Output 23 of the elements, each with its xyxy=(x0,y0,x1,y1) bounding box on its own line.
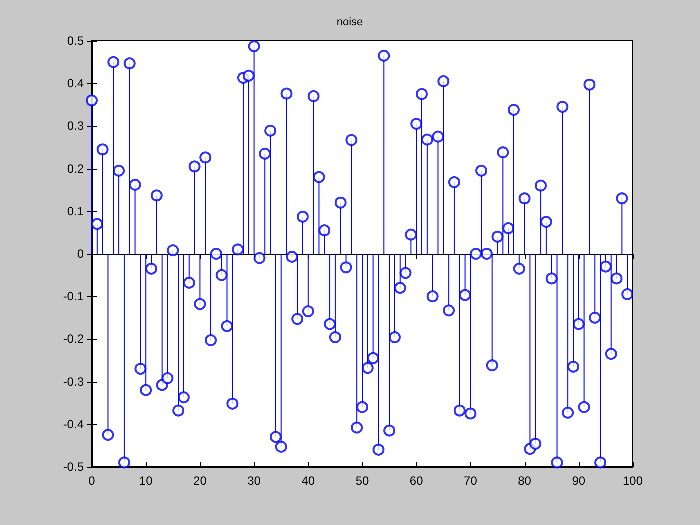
x-tick-label: 70 xyxy=(464,474,478,488)
y-tick-label: 0.2 xyxy=(67,162,84,176)
x-tick-label: 50 xyxy=(356,474,370,488)
y-tick-label: -0.1 xyxy=(63,290,84,304)
x-tick-label: 0 xyxy=(88,474,96,488)
x-tick-label: 60 xyxy=(410,474,424,488)
y-tick-label: -0.2 xyxy=(63,332,84,346)
chart-title: noise xyxy=(336,16,364,28)
y-tick-label: -0.5 xyxy=(63,460,84,474)
x-tick-label: 80 xyxy=(518,474,532,488)
y-tick-label: 0.5 xyxy=(67,34,84,48)
x-tick-label: 100 xyxy=(622,474,644,488)
x-tick-label: 10 xyxy=(139,474,154,488)
y-tick-label: 0.4 xyxy=(67,76,84,91)
x-tick-label: 30 xyxy=(248,474,262,488)
y-tick-label: -0.3 xyxy=(63,374,84,389)
y-tick-label: -0.4 xyxy=(63,417,84,432)
y-tick-label: 0 xyxy=(77,247,84,261)
x-tick-label: 40 xyxy=(302,474,316,488)
x-tick-label: 90 xyxy=(572,474,586,488)
y-tick-label: 0.3 xyxy=(67,119,84,134)
x-tick-label: 20 xyxy=(194,474,208,488)
y-tick-label: 0.1 xyxy=(67,204,84,218)
